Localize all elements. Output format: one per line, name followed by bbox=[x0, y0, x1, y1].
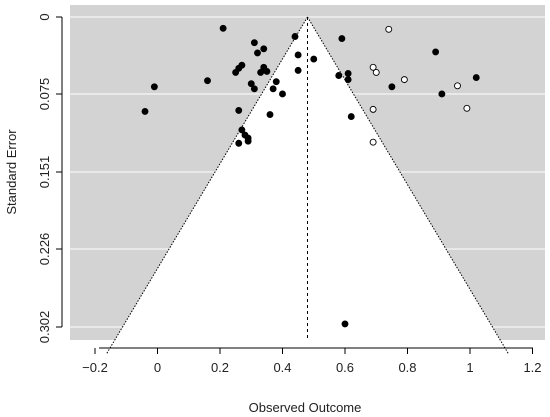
filled-point bbox=[344, 70, 352, 77]
y-tick-label: 0.302 bbox=[37, 311, 52, 344]
open-point bbox=[372, 68, 380, 76]
filled-point bbox=[238, 126, 246, 134]
x-tick-label: 0.6 bbox=[336, 360, 354, 375]
filled-point bbox=[335, 72, 343, 79]
y-tick-label: 0.075 bbox=[37, 78, 52, 111]
filled-point bbox=[310, 55, 318, 63]
y-tick-label: 0.226 bbox=[37, 233, 52, 266]
filled-point bbox=[388, 83, 396, 91]
filled-point bbox=[141, 107, 149, 115]
filled-point bbox=[294, 51, 302, 59]
filled-point bbox=[294, 66, 302, 74]
filled-point bbox=[344, 76, 352, 84]
x-axis-title: Observed Outcome bbox=[249, 400, 362, 415]
x-tick-label: 0.2 bbox=[211, 360, 229, 375]
filled-point bbox=[238, 61, 246, 69]
data-points bbox=[141, 24, 480, 328]
open-point bbox=[385, 25, 393, 33]
filled-point bbox=[269, 85, 277, 93]
filled-point bbox=[338, 35, 346, 43]
filled-point bbox=[247, 80, 255, 88]
y-tick-label: 0.151 bbox=[37, 156, 52, 189]
filled-point bbox=[235, 139, 243, 147]
filled-point bbox=[279, 90, 286, 98]
filled-point bbox=[432, 48, 440, 56]
x-axis-ticks: −0.2 0 0.2 0.4 0.6 0.8 1 1.2 bbox=[82, 348, 542, 375]
x-tick-label: 0.4 bbox=[273, 360, 291, 375]
filled-point bbox=[235, 106, 243, 114]
open-point bbox=[463, 104, 471, 112]
y-axis-ticks: 0 0.075 0.151 0.226 0.302 bbox=[37, 13, 62, 343]
filled-point bbox=[347, 113, 355, 121]
open-point bbox=[369, 63, 377, 71]
x-tick-label: 1 bbox=[466, 360, 473, 375]
open-point bbox=[369, 138, 377, 146]
filled-point bbox=[250, 39, 258, 47]
x-tick-label: 1.2 bbox=[523, 360, 541, 375]
open-point bbox=[400, 76, 408, 84]
filled-point bbox=[150, 83, 158, 91]
filled-point bbox=[266, 111, 274, 118]
funnel-left-boundary bbox=[105, 16, 308, 355]
open-point bbox=[369, 105, 377, 113]
funnel-right-boundary bbox=[307, 16, 510, 355]
filled-point bbox=[244, 137, 252, 145]
filled-point bbox=[254, 49, 261, 57]
filled-point bbox=[472, 74, 480, 82]
filled-point bbox=[263, 67, 271, 75]
filled-point bbox=[291, 33, 299, 40]
filled-point bbox=[219, 24, 227, 32]
x-tick-label: −0.2 bbox=[82, 360, 108, 375]
filled-point bbox=[250, 85, 258, 93]
y-axis-title: Standard Error bbox=[4, 129, 19, 215]
filled-point bbox=[204, 77, 211, 85]
filled-point bbox=[438, 90, 446, 98]
x-tick-label: 0.8 bbox=[398, 360, 416, 375]
filled-point bbox=[272, 78, 280, 86]
x-tick-label: 0 bbox=[154, 360, 161, 375]
open-point bbox=[454, 82, 461, 90]
filled-point bbox=[260, 45, 268, 53]
y-tick-label: 0 bbox=[37, 13, 52, 20]
filled-point bbox=[341, 320, 349, 328]
